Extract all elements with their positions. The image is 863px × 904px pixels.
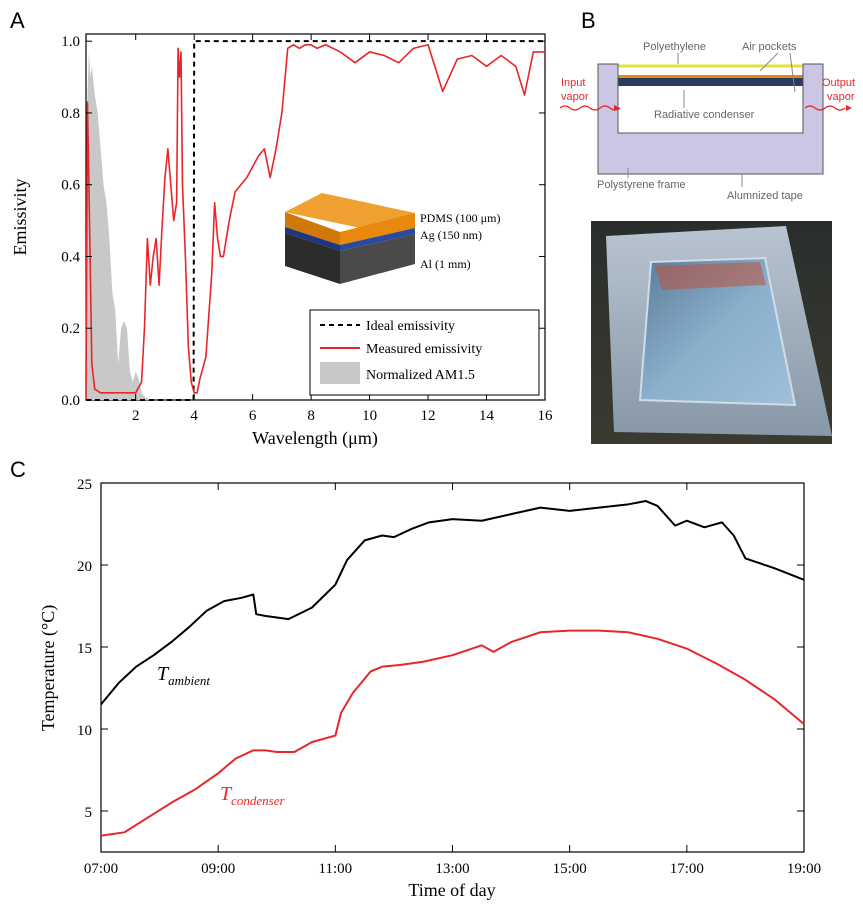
temperature-plot-frame — [100, 482, 805, 853]
layer-stack-inset: PDMS (100 μm) Ag (150 nm) Al (1 mm) — [285, 193, 500, 284]
air-pockets-pointer-1 — [759, 52, 779, 72]
al-left-face — [285, 233, 340, 284]
emissivity-chart: 2 4 6 8 10 12 14 16 0.0 0.2 0.4 0.6 0.8 1.0 Wavelengt… — [10, 33, 553, 449]
y-tick-label: 0.8 — [61, 106, 80, 122]
y-tick-label: 1.0 — [61, 34, 80, 50]
legend-am15-label: Normalized AM1.5 — [366, 368, 475, 383]
al-label: Al (1 mm) — [420, 257, 471, 271]
air-pockets-label: Air pockets — [742, 41, 797, 53]
temp-tick-label: 25 — [77, 477, 92, 493]
ambient-series-label: Tambient — [157, 663, 210, 688]
temp-tick-label: 5 — [85, 805, 93, 821]
pdms-label: PDMS (100 μm) — [420, 211, 500, 225]
condenser-series-label: Tcondenser — [220, 783, 285, 808]
alumnized-tape-label: Alumnized tape — [727, 190, 803, 202]
pdms-left-face — [285, 212, 340, 245]
x-tick-label: 14 — [479, 408, 495, 424]
input-vapor-label-1: Input — [561, 77, 585, 89]
output-vapor-label-1: Output — [822, 77, 855, 89]
condenser-top-layer — [618, 75, 803, 78]
temp-tick-label: 15 — [77, 641, 92, 657]
x-tick-label: 16 — [538, 408, 554, 424]
panel-b-letter: B — [581, 8, 596, 33]
y-tick-label: 0.4 — [61, 249, 80, 265]
measured-emissivity-line — [85, 43, 545, 401]
time-tick-label: 07:00 — [84, 861, 118, 877]
am15-fill-layer — [86, 51, 151, 401]
am15-area — [86, 51, 151, 401]
emissivity-ticks-layer: 2 4 6 8 10 12 14 16 0.0 0.2 0.4 0.6 0.8 1.0 — [61, 34, 553, 424]
x-tick-label: 8 — [307, 408, 315, 424]
al-front-face — [340, 234, 415, 284]
temp-tick-label: 10 — [77, 723, 92, 739]
ambient-temperature-line — [100, 500, 805, 706]
time-tick-label: 11:00 — [319, 861, 353, 877]
panel-a-letter: A — [10, 8, 25, 33]
panel-c-letter: C — [10, 457, 26, 482]
emissivity-x-axis-title: Wavelength (μm) — [252, 428, 378, 449]
output-vapor-label-2: vapor — [827, 91, 855, 103]
input-vapor-label-2: vapor — [561, 91, 589, 103]
air-pockets-pointer-2 — [789, 52, 796, 93]
output-vapor-arrowhead — [846, 105, 852, 111]
condenser-temperature-line — [100, 629, 805, 837]
x-tick-label: 2 — [132, 408, 140, 424]
emissivity-y-axis-title: Emissivity — [10, 178, 30, 255]
photo-reflection — [655, 262, 766, 290]
input-vapor-arrowhead — [614, 105, 620, 111]
condenser-plate — [618, 78, 803, 86]
time-tick-label: 17:00 — [670, 861, 704, 877]
temperature-ticks-layer: 07:00 09:00 11:00 13:00 15:00 17:00 19:00 5 10 15… — [77, 477, 821, 877]
legend-am15-swatch — [320, 362, 360, 384]
radiative-condenser-label: Radiative condenser — [654, 109, 755, 121]
y-tick-label: 0.2 — [61, 321, 80, 337]
emissivity-plot-frame — [85, 33, 546, 401]
temp-tick-label: 20 — [77, 559, 92, 575]
temperature-chart: 07:00 09:00 11:00 13:00 15:00 17:00 19:00 5 10 15… — [38, 477, 821, 900]
time-tick-label: 15:00 — [553, 861, 587, 877]
condenser-schematic: Polyethylene Air pockets Input vapor Out… — [559, 41, 855, 202]
y-tick-label: 0.0 — [61, 393, 80, 409]
x-tick-label: 10 — [362, 408, 377, 424]
emissivity-lines-layer — [85, 40, 545, 401]
input-vapor-wave — [559, 105, 621, 111]
ideal-emissivity-line — [86, 40, 545, 401]
pdms-front-face — [340, 213, 415, 245]
emissivity-legend: Ideal emissivity Measured emissivity Nor… — [309, 309, 540, 396]
polyethylene-label: Polyethylene — [643, 41, 706, 53]
time-tick-label: 09:00 — [201, 861, 235, 877]
photo-condenser-panel — [638, 256, 797, 407]
x-tick-label: 12 — [421, 408, 436, 424]
x-tick-label: 6 — [249, 408, 257, 424]
time-tick-label: 13:00 — [435, 861, 469, 877]
ag-label: Ag (150 nm) — [420, 228, 482, 242]
ag-left-face — [285, 227, 340, 251]
polystyrene-frame-label: Polystyrene frame — [597, 179, 686, 191]
y-tick-label: 0.6 — [61, 178, 80, 194]
x-tick-label: 4 — [190, 408, 198, 424]
legend-ideal-label: Ideal emissivity — [366, 319, 455, 334]
output-vapor-wave — [804, 105, 846, 111]
ag-front-face — [340, 228, 415, 251]
temperature-x-axis-title: Time of day — [408, 880, 495, 900]
temperature-y-axis-title: Temperature (°C) — [38, 605, 59, 731]
legend-measured-label: Measured emissivity — [366, 342, 482, 357]
temperature-lines-layer — [100, 500, 805, 837]
time-tick-label: 19:00 — [787, 861, 821, 877]
condenser-photo — [591, 221, 832, 444]
